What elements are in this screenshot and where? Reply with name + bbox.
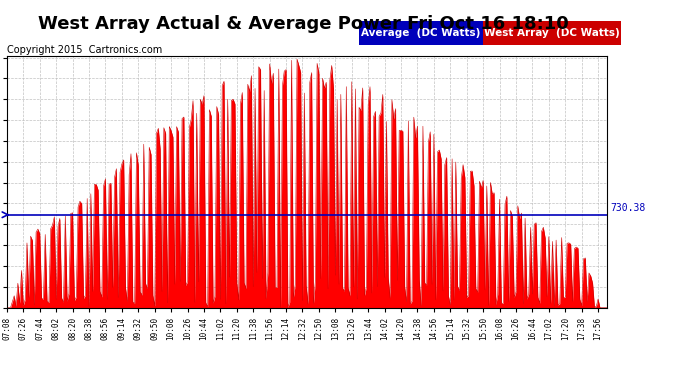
- Text: Copyright 2015  Cartronics.com: Copyright 2015 Cartronics.com: [7, 45, 162, 55]
- Text: 730.38: 730.38: [611, 203, 646, 213]
- Text: West Array  (DC Watts): West Array (DC Watts): [484, 28, 620, 38]
- Text: Average  (DC Watts): Average (DC Watts): [361, 28, 481, 38]
- Text: West Array Actual & Average Power Fri Oct 16 18:10: West Array Actual & Average Power Fri Oc…: [38, 15, 569, 33]
